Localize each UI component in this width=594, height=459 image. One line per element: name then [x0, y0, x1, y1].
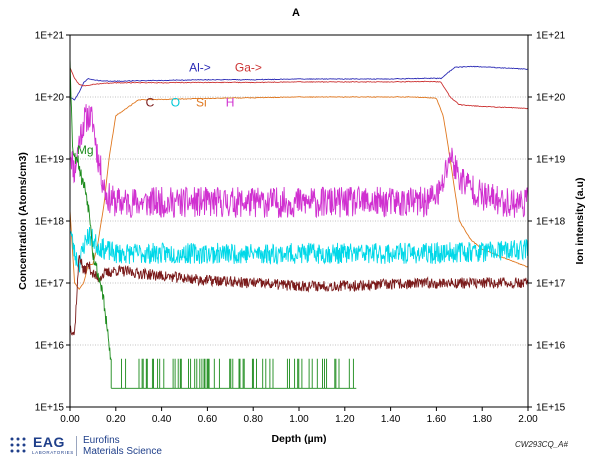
y-axis-right-label: Ion intensity (a.u) — [574, 178, 586, 265]
x-tick-label: 0.40 — [152, 414, 172, 425]
x-tick-label: 0.60 — [198, 414, 218, 425]
x-tick-label: 1.80 — [472, 414, 492, 425]
logo-name: EAG — [33, 434, 65, 450]
annotation-o: O — [171, 96, 180, 110]
annotation-c: C — [146, 96, 155, 110]
y-right-tick-label: 1E+16 — [536, 341, 566, 352]
annotation-mg: Mg — [77, 143, 94, 157]
x-axis-ticks: 0.00 0.20 0.40 0.60 0.80 1.00 1.20 1.40 1.60 1.80… — [60, 407, 538, 425]
y-axis-left-ticks: 1E+15 1E+16 1E+17 1E+18 1E+19 1E+20 1E+21 — [35, 31, 70, 414]
logo-sub: LABORATORIES — [32, 450, 74, 455]
x-tick-label: 2.00 — [518, 414, 538, 425]
series-si — [69, 96, 529, 291]
series-h — [69, 104, 529, 219]
y-right-tick-label: 1E+17 — [536, 279, 566, 290]
y-axis-right-ticks: 1E+15 1E+16 1E+17 1E+18 1E+19 1E+20 1E+21 — [528, 31, 566, 414]
y-right-tick-label: 1E+18 — [536, 217, 566, 228]
series-c — [69, 254, 529, 336]
y-right-tick-label: 1E+19 — [536, 155, 566, 166]
file-id: CW293CQ_A# — [515, 440, 568, 449]
series-mg-bg — [110, 358, 357, 389]
chart-title: A — [292, 7, 300, 19]
x-tick-label: 0.00 — [60, 414, 80, 425]
logo-separator — [76, 436, 77, 456]
y-left-tick-label: 1E+19 — [35, 155, 65, 166]
annotation-ga: Ga-> — [235, 60, 262, 74]
series-o — [69, 226, 529, 273]
series-al — [69, 65, 528, 101]
x-tick-label: 1.60 — [427, 414, 447, 425]
y-left-tick-label: 1E+20 — [35, 93, 65, 104]
company-name-line2: Materials Science — [83, 446, 162, 457]
y-left-tick-label: 1E+15 — [35, 403, 65, 414]
x-tick-label: 0.80 — [243, 414, 263, 425]
y-left-tick-label: 1E+18 — [35, 217, 65, 228]
series-mg — [69, 57, 112, 360]
x-tick-label: 1.00 — [289, 414, 309, 425]
y-left-tick-label: 1E+17 — [35, 279, 65, 290]
company-name-line1: Eurofins — [83, 435, 120, 446]
series-ga — [69, 67, 528, 110]
annotation-al: Al-> — [189, 60, 211, 74]
x-tick-label: 1.40 — [381, 414, 401, 425]
y-left-tick-label: 1E+16 — [35, 341, 65, 352]
y-left-tick-label: 1E+21 — [35, 31, 65, 42]
element-annotations: Al-> Ga-> C O Si H Mg — [77, 60, 262, 157]
y-right-tick-label: 1E+20 — [536, 93, 566, 104]
y-right-tick-label: 1E+15 — [536, 403, 566, 414]
y-right-tick-label: 1E+21 — [536, 31, 566, 42]
eag-logo-icon — [10, 437, 26, 453]
y-axis-left-label: Concentration (Atoms/cm3) — [17, 152, 29, 290]
x-axis-label: Depth (µm) — [271, 433, 326, 445]
x-tick-label: 1.20 — [335, 414, 355, 425]
x-tick-label: 0.20 — [106, 414, 126, 425]
annotation-si: Si — [196, 96, 207, 110]
eag-footer-logo: EAG LABORATORIES Eurofins Materials Scie… — [8, 434, 178, 458]
data-series-group — [69, 57, 529, 389]
annotation-h: H — [226, 96, 235, 110]
